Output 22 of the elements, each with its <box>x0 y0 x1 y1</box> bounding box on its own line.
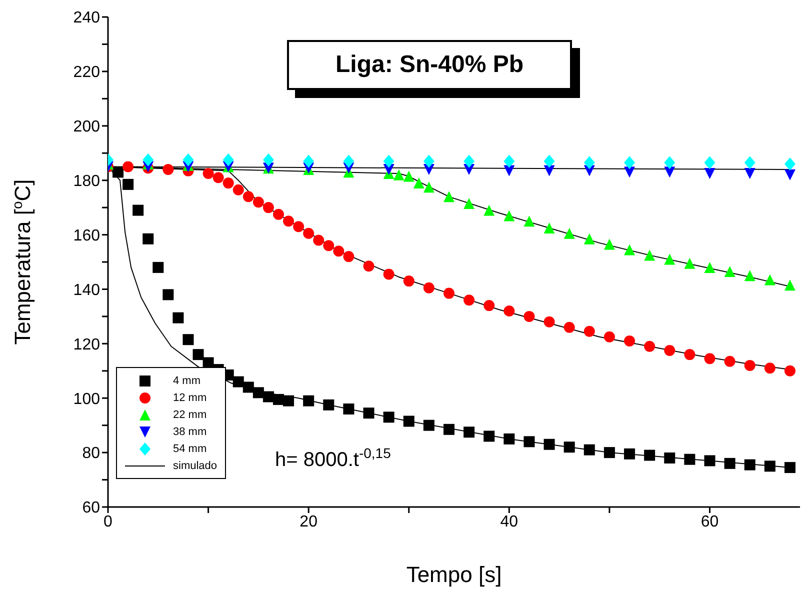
y-tick-label: 60 <box>82 500 100 517</box>
x-axis-title: Tempo [s] <box>406 562 502 587</box>
legend-label: 22 mm <box>173 408 207 420</box>
x-tick-label: 20 <box>300 513 318 530</box>
legend-label: 38 mm <box>173 426 207 438</box>
x-tick-label: 60 <box>700 513 719 530</box>
y-tick-label: 220 <box>73 64 100 82</box>
legend-label: simulado <box>173 460 218 472</box>
annotation: h= 8000.t$^{-0,15}$ <box>275 445 392 471</box>
y-tick-label: 160 <box>73 227 100 244</box>
x-tick-label: 0 <box>104 513 113 530</box>
y-tick-label: 120 <box>73 336 100 354</box>
legend-label: 54 mm <box>173 442 207 454</box>
x-tick-label: 40 <box>500 513 518 530</box>
y-tick-label: 200 <box>73 118 100 136</box>
y-tick-label: 140 <box>73 282 100 299</box>
y-tick-label: 240 <box>73 10 100 27</box>
y-tick-label: 180 <box>73 173 100 190</box>
legend-label: 4 mm <box>173 374 200 386</box>
y-tick-label: 100 <box>73 390 100 408</box>
y-tick-label: 80 <box>82 445 100 462</box>
legend-label: 12 mm <box>173 392 207 404</box>
